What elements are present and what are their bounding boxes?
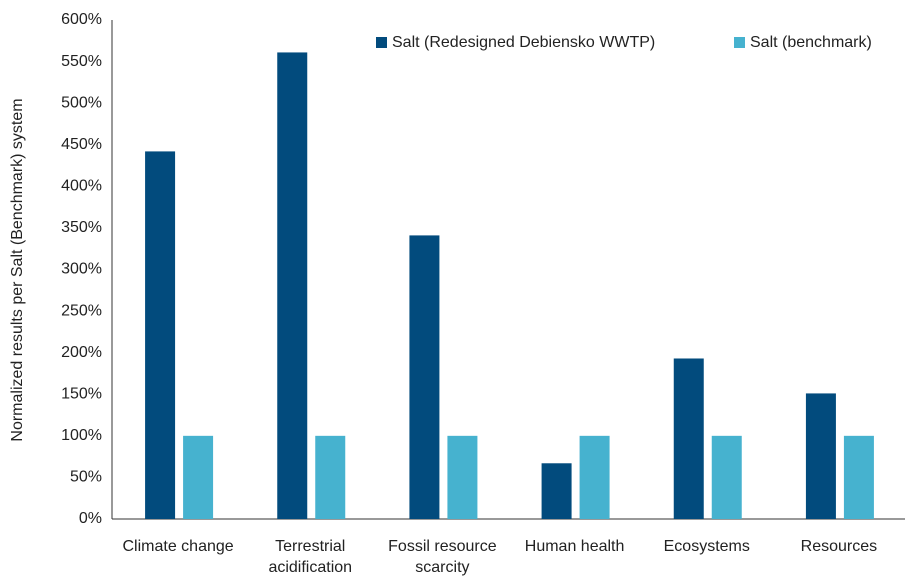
x-tick-label: Terrestrial acidification — [268, 538, 353, 576]
x-tick-label: Ecosystems — [663, 538, 750, 555]
y-tick-label: 350% — [61, 219, 102, 236]
y-axis-title: Normalized results per Salt (Benchmark) … — [9, 98, 26, 441]
bar — [673, 358, 704, 519]
y-tick-label: 150% — [61, 385, 102, 402]
bar — [277, 52, 308, 520]
x-tick-label: Human health — [524, 538, 625, 555]
legend-swatch — [734, 37, 745, 48]
y-tick-label: 100% — [61, 427, 102, 444]
legend-label: Salt (benchmark) — [750, 34, 872, 51]
bar — [541, 463, 572, 519]
y-tick-label: 50% — [70, 469, 102, 486]
y-tick-label: 550% — [61, 53, 102, 70]
x-tick-label: Resources — [800, 538, 878, 555]
bar — [579, 435, 610, 519]
y-tick-label: 250% — [61, 302, 102, 319]
y-tick-label: 0% — [79, 510, 102, 527]
bar — [183, 435, 214, 519]
bar — [409, 235, 440, 519]
x-tick-label: Fossil resource scarcity — [388, 538, 497, 576]
bar — [315, 435, 346, 519]
y-tick-label: 600% — [61, 11, 102, 28]
legend-label: Salt (Redesigned Debiensko WWTP) — [392, 34, 655, 51]
bar — [805, 393, 836, 519]
y-tick-label: 300% — [61, 261, 102, 278]
y-tick-label: 500% — [61, 94, 102, 111]
bar — [711, 435, 742, 519]
y-tick-label: 450% — [61, 136, 102, 153]
y-tick-label: 200% — [61, 344, 102, 361]
bar — [145, 151, 176, 520]
bar — [447, 435, 478, 519]
y-tick-label: 400% — [61, 178, 102, 195]
bar — [843, 435, 874, 519]
x-tick-label: Climate change — [122, 538, 234, 555]
legend-swatch — [376, 37, 387, 48]
